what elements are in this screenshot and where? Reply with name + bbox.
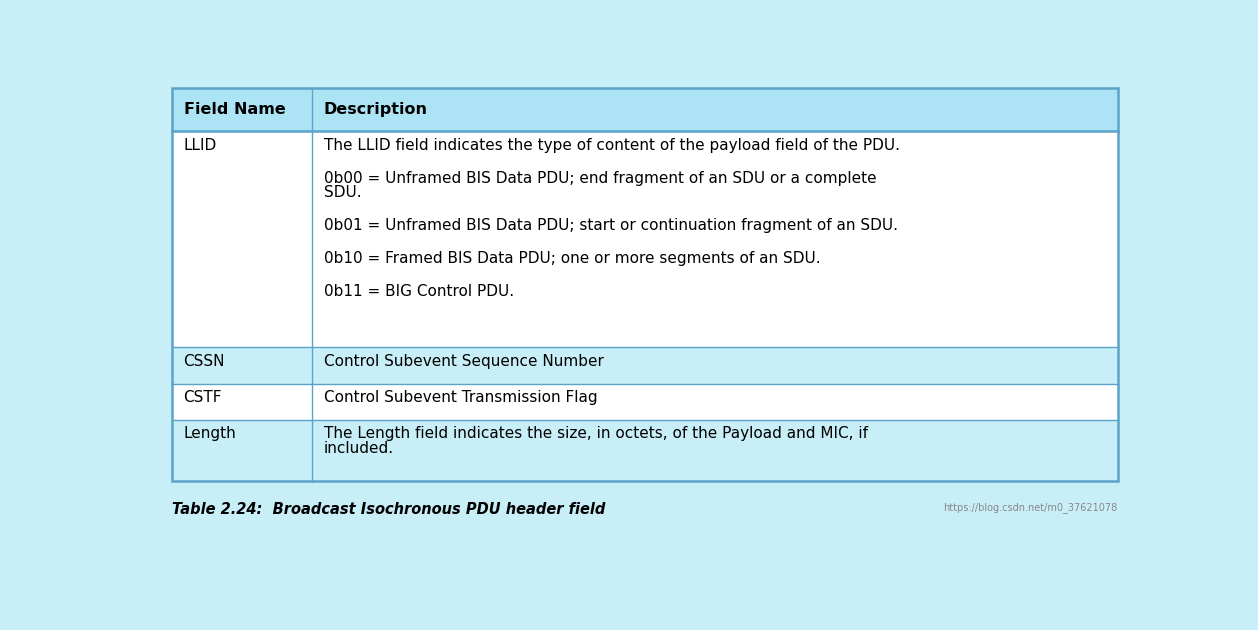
Text: 0b00 = Unframed BIS Data PDU; end fragment of an SDU or a complete: 0b00 = Unframed BIS Data PDU; end fragme…: [323, 171, 876, 186]
Text: 0b01 = Unframed BIS Data PDU; start or continuation fragment of an SDU.: 0b01 = Unframed BIS Data PDU; start or c…: [323, 218, 897, 233]
Text: Control Subevent Transmission Flag: Control Subevent Transmission Flag: [323, 390, 598, 405]
Text: Control Subevent Sequence Number: Control Subevent Sequence Number: [323, 353, 604, 369]
Text: SDU.: SDU.: [323, 185, 361, 200]
Text: CSTF: CSTF: [184, 390, 223, 405]
Bar: [172, 384, 1117, 420]
Bar: [172, 132, 1117, 347]
Text: included.: included.: [323, 441, 394, 456]
Bar: [172, 88, 1117, 132]
Text: https://blog.csdn.net/m0_37621078: https://blog.csdn.net/m0_37621078: [944, 503, 1117, 513]
Text: The Length field indicates the size, in octets, of the Payload and MIC, if: The Length field indicates the size, in …: [323, 427, 868, 442]
Text: 0b10 = Framed BIS Data PDU; one or more segments of an SDU.: 0b10 = Framed BIS Data PDU; one or more …: [323, 251, 820, 266]
Text: 0b11 = BIG Control PDU.: 0b11 = BIG Control PDU.: [323, 284, 513, 299]
Text: CSSN: CSSN: [184, 353, 225, 369]
Text: LLID: LLID: [184, 138, 216, 152]
Text: Description: Description: [323, 102, 428, 117]
Bar: [172, 420, 1117, 481]
Text: Length: Length: [184, 427, 237, 442]
Text: The LLID field indicates the type of content of the payload field of the PDU.: The LLID field indicates the type of con…: [323, 138, 899, 152]
Bar: [172, 88, 1117, 481]
Bar: [172, 347, 1117, 384]
Text: Field Name: Field Name: [184, 102, 286, 117]
Text: Table 2.24:  Broadcast Isochronous PDU header field: Table 2.24: Broadcast Isochronous PDU he…: [172, 503, 605, 517]
